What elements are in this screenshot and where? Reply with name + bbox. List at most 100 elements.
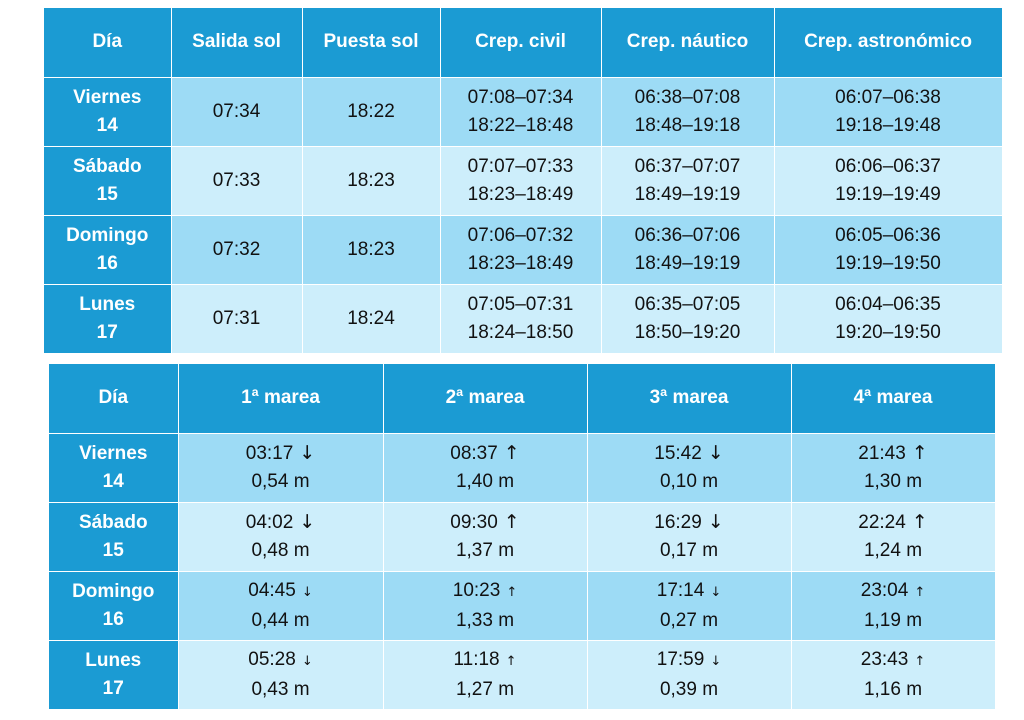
astro-morning: 06:06–06:37 xyxy=(835,155,941,177)
nautical-cell: 06:36–07:06 18:49–19:19 xyxy=(601,215,775,285)
tide-table: Día 1ª marea 2ª marea 3ª marea 4ª marea … xyxy=(49,364,996,710)
tide-time: 23:04 xyxy=(860,579,909,601)
sun-table-header-row: Día Salida sol Puesta sol Crep. civil Cr… xyxy=(44,8,1003,78)
tide-time-line: 04:45 ↓ xyxy=(179,577,383,607)
arrow-down-icon: ↓ xyxy=(707,442,724,464)
day-number: 14 xyxy=(96,114,118,136)
tide-cell: 08:37 ↑ 1,40 m xyxy=(383,433,588,503)
tide-time-line: 17:59 ↓ xyxy=(588,646,791,676)
tide-time: 04:45 xyxy=(248,579,296,601)
tide-cell: 10:23 ↑ 1,33 m xyxy=(383,571,588,641)
tide-height: 1,16 m xyxy=(863,678,923,700)
civil-morning: 07:07–07:33 xyxy=(467,155,574,177)
sun-header-sunset: Puesta sol xyxy=(302,8,441,78)
day-cell: Domingo 16 xyxy=(49,571,179,641)
sunrise-cell: 07:31 xyxy=(171,284,303,354)
sunrise-cell: 07:34 xyxy=(171,77,303,147)
table-row: Sábado 15 04:02 ↓ 0,48 m 09:30 ↑ 1,37 m 16:29 ↓ 0,… xyxy=(49,502,996,572)
tide-time-line: 08:37 ↑ xyxy=(384,439,587,468)
civil-evening: 18:22–18:48 xyxy=(467,114,574,136)
day-name: Sábado xyxy=(78,511,148,533)
day-cell: Viernes 14 xyxy=(44,77,172,147)
civil-morning: 07:06–07:32 xyxy=(467,224,574,246)
tide-time: 23:43 xyxy=(860,648,909,670)
sunrise-cell: 07:33 xyxy=(171,146,303,216)
day-cell: Domingo 16 xyxy=(44,215,172,285)
tide-cell: 11:18 ↑ 1,27 m xyxy=(383,640,588,710)
day-cell: Viernes 14 xyxy=(49,433,179,503)
tide-time: 04:02 xyxy=(245,512,294,533)
day-cell: Lunes 17 xyxy=(44,284,172,354)
tide-time: 09:30 xyxy=(450,512,498,533)
tide-header-4: 4ª marea xyxy=(791,364,996,434)
tide-time-line: 23:43 ↑ xyxy=(792,646,995,676)
nautical-cell: 06:38–07:08 18:48–19:18 xyxy=(601,77,775,147)
tide-time-line: 21:43 ↑ xyxy=(792,439,995,468)
tide-time-line: 16:29 ↓ xyxy=(588,508,791,537)
table-row: Viernes 14 07:34 18:22 07:08–07:34 18:22… xyxy=(44,77,1003,147)
arrow-down-icon: ↓ xyxy=(707,511,724,533)
tide-cell: 04:45 ↓ 0,44 m xyxy=(178,571,384,641)
tide-header-day: Día xyxy=(49,364,179,434)
arrow-up-icon: ↑ xyxy=(503,442,520,464)
sun-header-civil: Crep. civil xyxy=(440,8,602,78)
nautical-evening: 18:49–19:19 xyxy=(634,252,741,274)
sun-header-nautical: Crep. náutico xyxy=(601,8,775,78)
day-name: Viernes xyxy=(79,442,148,464)
day-name: Sábado xyxy=(72,155,142,177)
tide-header-1: 1ª marea xyxy=(178,364,384,434)
nautical-morning: 06:38–07:08 xyxy=(634,86,741,108)
tide-height: 0,27 m xyxy=(659,609,719,631)
civil-morning: 07:05–07:31 xyxy=(467,293,574,315)
sun-header-astro: Crep. astronómico xyxy=(774,8,1003,78)
nautical-evening: 18:48–19:18 xyxy=(634,114,741,136)
tide-height: 0,10 m xyxy=(659,471,719,492)
astro-evening: 19:19–19:49 xyxy=(835,183,941,205)
day-name: Lunes xyxy=(79,293,136,315)
nautical-cell: 06:35–07:05 18:50–19:20 xyxy=(601,284,775,354)
tide-time-line: 22:24 ↑ xyxy=(792,508,995,537)
tide-height: 1,24 m xyxy=(863,540,923,561)
civil-cell: 07:05–07:31 18:24–18:50 xyxy=(440,284,602,354)
day-cell: Sábado 15 xyxy=(49,502,179,572)
sunset-cell: 18:24 xyxy=(302,284,441,354)
arrow-up-icon: ↑ xyxy=(911,442,928,464)
table-row: Domingo 16 04:45 ↓ 0,44 m 10:23 ↑ 1,33 m 17:14 ↓ 0… xyxy=(49,571,996,641)
tide-cell: 23:43 ↑ 1,16 m xyxy=(791,640,996,710)
astro-cell: 06:05–06:36 19:19–19:50 xyxy=(774,215,1003,285)
arrow-down-icon: ↓ xyxy=(299,442,316,464)
astro-cell: 06:06–06:37 19:19–19:49 xyxy=(774,146,1003,216)
tide-time: 10:23 xyxy=(452,579,501,601)
nautical-evening: 18:50–19:20 xyxy=(634,321,741,343)
sun-header-sunrise: Salida sol xyxy=(171,8,303,78)
day-name: Domingo xyxy=(66,224,149,246)
civil-cell: 07:06–07:32 18:23–18:49 xyxy=(440,215,602,285)
tide-cell: 21:43 ↑ 1,30 m xyxy=(791,433,996,503)
astro-cell: 06:04–06:35 19:20–19:50 xyxy=(774,284,1003,354)
table-row: Lunes 17 05:28 ↓ 0,43 m 11:18 ↑ 1,27 m 17:59 ↓ 0,3… xyxy=(49,640,996,710)
tide-cell: 15:42 ↓ 0,10 m xyxy=(587,433,792,503)
tide-time-line: 17:14 ↓ xyxy=(588,577,791,607)
civil-cell: 07:08–07:34 18:22–18:48 xyxy=(440,77,602,147)
tide-height: 0,48 m xyxy=(251,540,310,561)
sunrise-cell: 07:32 xyxy=(171,215,303,285)
tide-cell: 22:24 ↑ 1,24 m xyxy=(791,502,996,572)
tide-height: 0,44 m xyxy=(251,609,310,631)
astro-morning: 06:05–06:36 xyxy=(835,224,941,246)
nautical-cell: 06:37–07:07 18:49–19:19 xyxy=(601,146,775,216)
day-cell: Lunes 17 xyxy=(49,640,179,710)
day-name: Viernes xyxy=(73,86,142,108)
sun-twilight-table: Día Salida sol Puesta sol Crep. civil Cr… xyxy=(44,8,1003,354)
table-row: Lunes 17 07:31 18:24 07:05–07:31 18:24–1… xyxy=(44,284,1003,354)
tide-header-2: 2ª marea xyxy=(383,364,588,434)
nautical-evening: 18:49–19:19 xyxy=(634,183,741,205)
astro-cell: 06:07–06:38 19:18–19:48 xyxy=(774,77,1003,147)
civil-evening: 18:24–18:50 xyxy=(467,321,574,343)
table-row: Viernes 14 03:17 ↓ 0,54 m 08:37 ↑ 1,40 m 15:42 ↓ 0… xyxy=(49,433,996,503)
tide-time: 16:29 xyxy=(654,512,702,533)
tide-cell: 09:30 ↑ 1,37 m xyxy=(383,502,588,572)
nautical-morning: 06:35–07:05 xyxy=(634,293,741,315)
tide-time: 08:37 xyxy=(450,443,498,464)
tide-height: 0,39 m xyxy=(659,678,719,700)
tide-cell: 17:59 ↓ 0,39 m xyxy=(587,640,792,710)
